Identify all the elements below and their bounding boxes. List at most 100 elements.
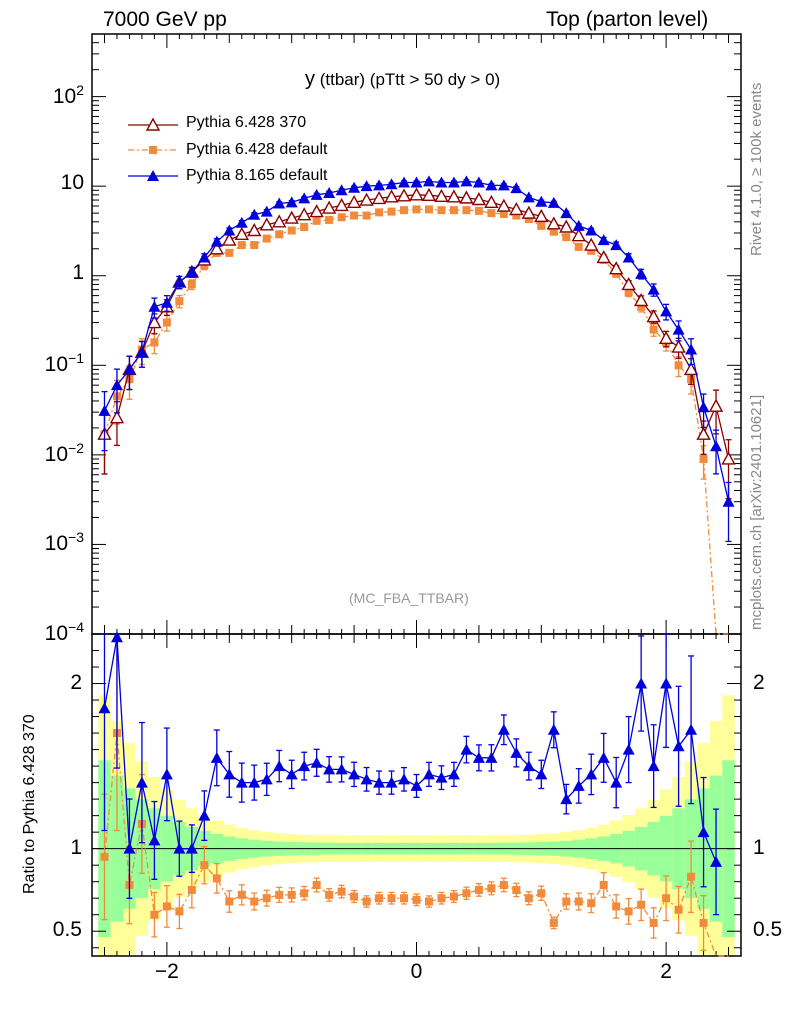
ratio-p8-point — [610, 776, 623, 788]
x-tick-label: 2 — [660, 960, 672, 983]
header-left: 7000 GeV pp — [103, 8, 227, 31]
p6-default-point — [549, 227, 558, 236]
p6-370-point — [272, 214, 287, 228]
p8-point — [522, 191, 535, 203]
ratio-p6-default-point — [150, 910, 159, 919]
p8-point — [710, 440, 723, 452]
plot-title: y (ttbar) (pTtt > 50 dy > 0) — [305, 68, 500, 91]
p8-point — [373, 179, 386, 191]
axis-ticks — [92, 33, 741, 956]
y-tick-label-exponent: −1 — [68, 350, 84, 367]
p6-370-point — [484, 194, 499, 209]
ratio-p6-default-point — [262, 894, 271, 903]
p8-point — [447, 176, 460, 188]
ratio-y-axis-label: Ratio to Pythia 6.428 370 — [21, 714, 38, 894]
ratio-y-tick-label: 2 — [753, 670, 765, 694]
legend — [128, 117, 178, 181]
p8-point — [597, 234, 610, 246]
p8-point — [335, 184, 348, 196]
p8-point — [385, 178, 398, 190]
p8-point — [273, 197, 286, 209]
y-tick-label: 10−3 — [45, 529, 84, 556]
p6-370-point — [584, 237, 599, 251]
p6-default-point — [512, 211, 521, 220]
legend-label-p6-default: Pythia 6.428 default — [186, 141, 328, 158]
legend-marker-0 — [145, 117, 161, 131]
p8-point — [422, 175, 435, 187]
p8-point — [697, 401, 710, 413]
ratio-p8-point — [585, 768, 598, 780]
p6-370-point — [471, 192, 487, 206]
header-right: Top (parton level) — [546, 8, 709, 31]
ratio-p6-default-point — [662, 894, 671, 903]
p6-default-point — [474, 206, 483, 215]
p8-point — [622, 251, 635, 263]
p8-point — [248, 208, 261, 220]
p6-370-point — [596, 249, 611, 264]
p8-point — [198, 251, 211, 263]
y-tick-label-base: 10 — [60, 171, 84, 195]
p6-370-point — [459, 190, 474, 204]
ratio-p8-point — [435, 771, 448, 783]
ratio-p8-point — [422, 768, 435, 780]
p6-370-point — [421, 187, 437, 202]
ratio-p8-point — [273, 760, 286, 772]
p8-point — [410, 176, 423, 188]
p6-370-point — [309, 204, 324, 218]
y-tick-label: 10 — [61, 171, 84, 195]
p6-370-point — [708, 398, 724, 412]
p6-370-point — [359, 192, 374, 206]
p6-default-point — [375, 208, 384, 217]
p8-point — [110, 379, 123, 391]
p6-default-point — [462, 206, 471, 215]
ratio-p8-line — [103, 637, 717, 863]
ratio-p6-default-point — [400, 894, 409, 903]
p8-point — [298, 192, 311, 204]
ratio-p6-default-point — [487, 884, 496, 893]
legend-label-p8: Pythia 8.165 default — [186, 167, 328, 184]
ratio-p6-default-point — [649, 918, 658, 927]
p6-370-point — [247, 223, 262, 237]
y-tick-label-exponent: −3 — [68, 529, 84, 546]
p8-point — [148, 300, 161, 312]
ratio-p6-default-point — [250, 897, 259, 906]
plot-title-rest: (ttbar) (pTtt > 50 dy > 0) — [319, 70, 501, 89]
p8-point — [435, 176, 448, 188]
ratio-p8-point — [235, 776, 248, 788]
y-tick-label-base: 1 — [72, 260, 84, 284]
p6-default-point — [562, 233, 571, 242]
ratio-p8-point — [285, 768, 298, 780]
p6-370-point — [496, 198, 512, 212]
p6-370-line — [103, 194, 730, 460]
p6-default-point — [362, 211, 371, 220]
p6-default-point — [150, 338, 159, 347]
p6-370-point — [371, 190, 387, 205]
ratio-p8-point — [560, 793, 573, 805]
p8-point — [535, 195, 548, 207]
y-tick-label: 102 — [53, 82, 84, 109]
p8-point — [672, 323, 685, 335]
p6-default-point — [524, 214, 533, 223]
ratio-p8-point — [360, 773, 373, 785]
p6-370-point — [621, 276, 636, 291]
p6-370-point — [409, 187, 424, 201]
p6-370-point — [147, 315, 162, 329]
p6-370-point — [646, 309, 661, 323]
main-series — [97, 175, 736, 635]
p6-default-point — [275, 230, 284, 239]
y-tick-label-base: 10 — [44, 353, 69, 377]
p8-point — [685, 343, 698, 355]
p6-default-point — [587, 246, 596, 255]
legend-marker-2 — [147, 170, 159, 181]
ratio-p8-point — [398, 773, 411, 785]
p6-370-point — [259, 217, 274, 231]
ratio-p6-default-point — [624, 907, 633, 916]
p6-370-point — [521, 205, 537, 219]
legend-marker-1 — [149, 146, 157, 154]
p8-point — [360, 180, 373, 192]
p6-370-point — [446, 189, 462, 203]
p6-default-point — [649, 325, 658, 334]
ratio-p6-default-point — [424, 897, 433, 906]
p8-point — [572, 219, 585, 231]
ratio-y-tick-label: 1 — [753, 835, 765, 859]
